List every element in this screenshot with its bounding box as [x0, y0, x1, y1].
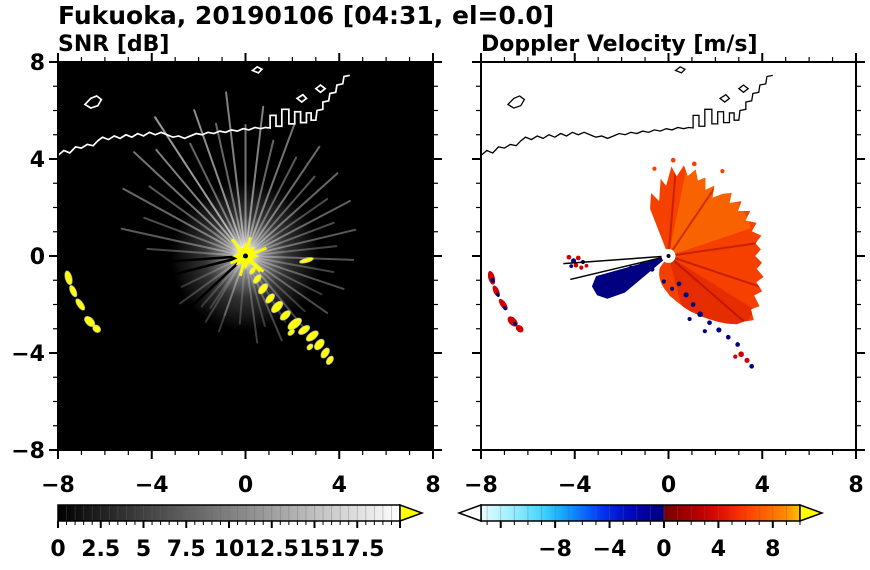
colorbar-label: 10 — [214, 537, 245, 562]
colorbar-label: 12.5 — [245, 537, 299, 562]
colorbar-label: 2.5 — [81, 537, 120, 562]
snr-axes-ticks — [49, 53, 442, 459]
colorbar-label: 4 — [711, 537, 726, 562]
coastline — [481, 66, 773, 156]
x-tick-label: 4 — [332, 473, 347, 498]
x-tick-label: −4 — [135, 473, 169, 498]
snr-colorbar: 0 2.5 5 7.5 10 12.5 15 17.5 — [50, 503, 425, 562]
y-tick-label: 4 — [30, 148, 45, 173]
negative-velocity-wedge — [591, 256, 669, 299]
colorbar-label: 5 — [136, 537, 151, 562]
colorbar-label: 0 — [656, 537, 671, 562]
y-tick-label: −4 — [11, 342, 45, 367]
x-tick-label: −8 — [464, 473, 498, 498]
colorbar-label: 7.5 — [167, 537, 206, 562]
y-tick-label: 8 — [30, 51, 45, 76]
colorbar-label: 0 — [50, 537, 65, 562]
velocity-panel-title: Doppler Velocity [m/s] — [481, 32, 758, 57]
velocity-colorbar: −8 −4 0 4 8 — [456, 503, 825, 562]
ground-clutter — [64, 257, 334, 365]
y-tick-label: 0 — [30, 245, 45, 270]
x-tick-label: −8 — [41, 473, 75, 498]
velocity-panel — [481, 62, 856, 450]
velocity-axes-ticks — [472, 53, 865, 459]
colorbar-label: 15 — [299, 537, 330, 562]
snr-panel-title: SNR [dB] — [58, 32, 170, 57]
colorbar-arrow-left — [456, 503, 482, 523]
y-tick-label: −8 — [11, 439, 45, 464]
snr-panel — [58, 62, 433, 450]
x-tick-label: 8 — [848, 473, 863, 498]
x-tick-label: 0 — [661, 473, 676, 498]
x-tick-label: 8 — [425, 473, 440, 498]
x-tick-label: −4 — [558, 473, 592, 498]
x-tick-label: 0 — [238, 473, 253, 498]
colorbar-label: 17.5 — [330, 537, 384, 562]
colorbar-label: 8 — [765, 537, 780, 562]
coastline — [58, 65, 350, 157]
colorbar-arrow-right — [799, 503, 825, 523]
colorbar-arrow-right — [399, 503, 425, 523]
figure-title: Fukuoka, 20190106 [04:31, el=0.0] — [58, 1, 555, 30]
colorbar-label: −8 — [538, 537, 572, 562]
x-tick-label: 4 — [755, 473, 770, 498]
colorbar-label: −4 — [593, 537, 627, 562]
